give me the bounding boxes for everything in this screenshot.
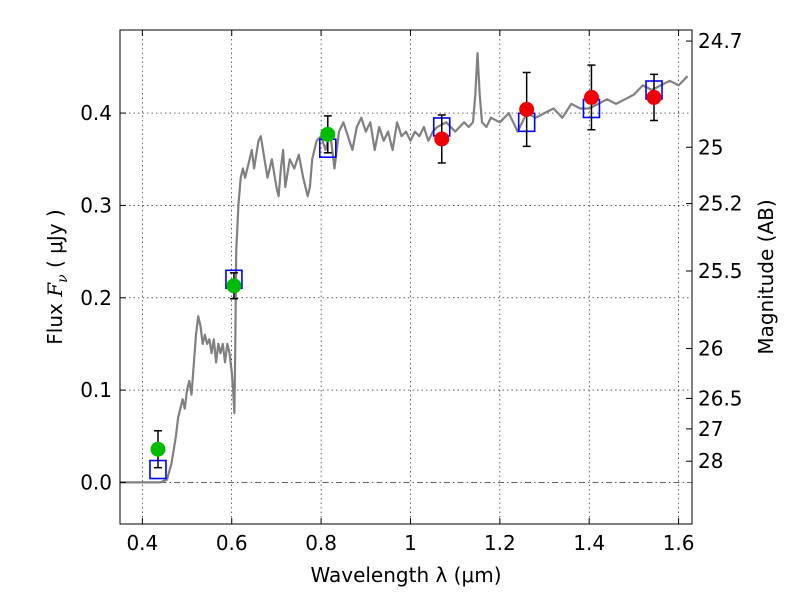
photometry-point xyxy=(519,101,535,117)
secondary-y-axis-label: Magnitude (AB) xyxy=(754,199,778,354)
y2-tick-label: 28 xyxy=(698,449,723,473)
y-axis-label: Flux Fν ( μJy ) xyxy=(43,209,71,344)
photometry-point xyxy=(226,278,242,294)
x-tick-label: 1.6 xyxy=(663,531,695,555)
grid xyxy=(120,30,692,524)
x-tick-label: 1.4 xyxy=(573,531,605,555)
y2-tick-label: 26.5 xyxy=(698,386,743,410)
y-tick-label: 0.4 xyxy=(80,101,112,125)
y-tick-label: 0.2 xyxy=(80,286,112,310)
x-tick-label: 1.2 xyxy=(484,531,516,555)
plot-area xyxy=(120,51,689,484)
y-tick-label: 0.0 xyxy=(80,470,112,494)
x-tick-label: 0.4 xyxy=(126,531,158,555)
x-tick-label: 0.8 xyxy=(305,531,337,555)
photometry-point xyxy=(583,89,599,105)
x-tick-label: 0.6 xyxy=(216,531,248,555)
x-axis-label: Wavelength λ (μm) xyxy=(310,563,501,587)
y-axis-label-subscript: ν xyxy=(55,274,71,283)
spectrum-line xyxy=(120,51,689,484)
y-tick-label: 0.3 xyxy=(80,193,112,217)
photometry-point xyxy=(646,89,662,105)
y2-tick-label: 25 xyxy=(698,135,723,159)
y2-tick-label: 24.7 xyxy=(698,29,743,53)
photometry-point xyxy=(150,441,166,457)
axes-frame xyxy=(119,29,693,525)
photometry-point xyxy=(434,131,450,147)
y-axis-label-symbol: F xyxy=(43,282,67,298)
y2-tick-label: 26 xyxy=(698,337,723,361)
y2-tick-label: 27 xyxy=(698,417,723,441)
y-tick-label: 0.1 xyxy=(80,378,112,402)
ticks: 0.4 0.6 0.8 1 1.2 1.4 1.6 0.0 0.1 0.2 0.3 0.4 24.7 25… xyxy=(80,29,742,555)
y-axis-label-prefix: Flux xyxy=(43,297,67,345)
x-tick-label: 1 xyxy=(404,531,417,555)
y2-tick-label: 25.2 xyxy=(698,192,743,216)
photometry-point xyxy=(320,126,336,142)
y2-tick-label: 25.5 xyxy=(698,259,743,283)
y-axis-label-suffix: ( μJy ) xyxy=(43,209,67,274)
